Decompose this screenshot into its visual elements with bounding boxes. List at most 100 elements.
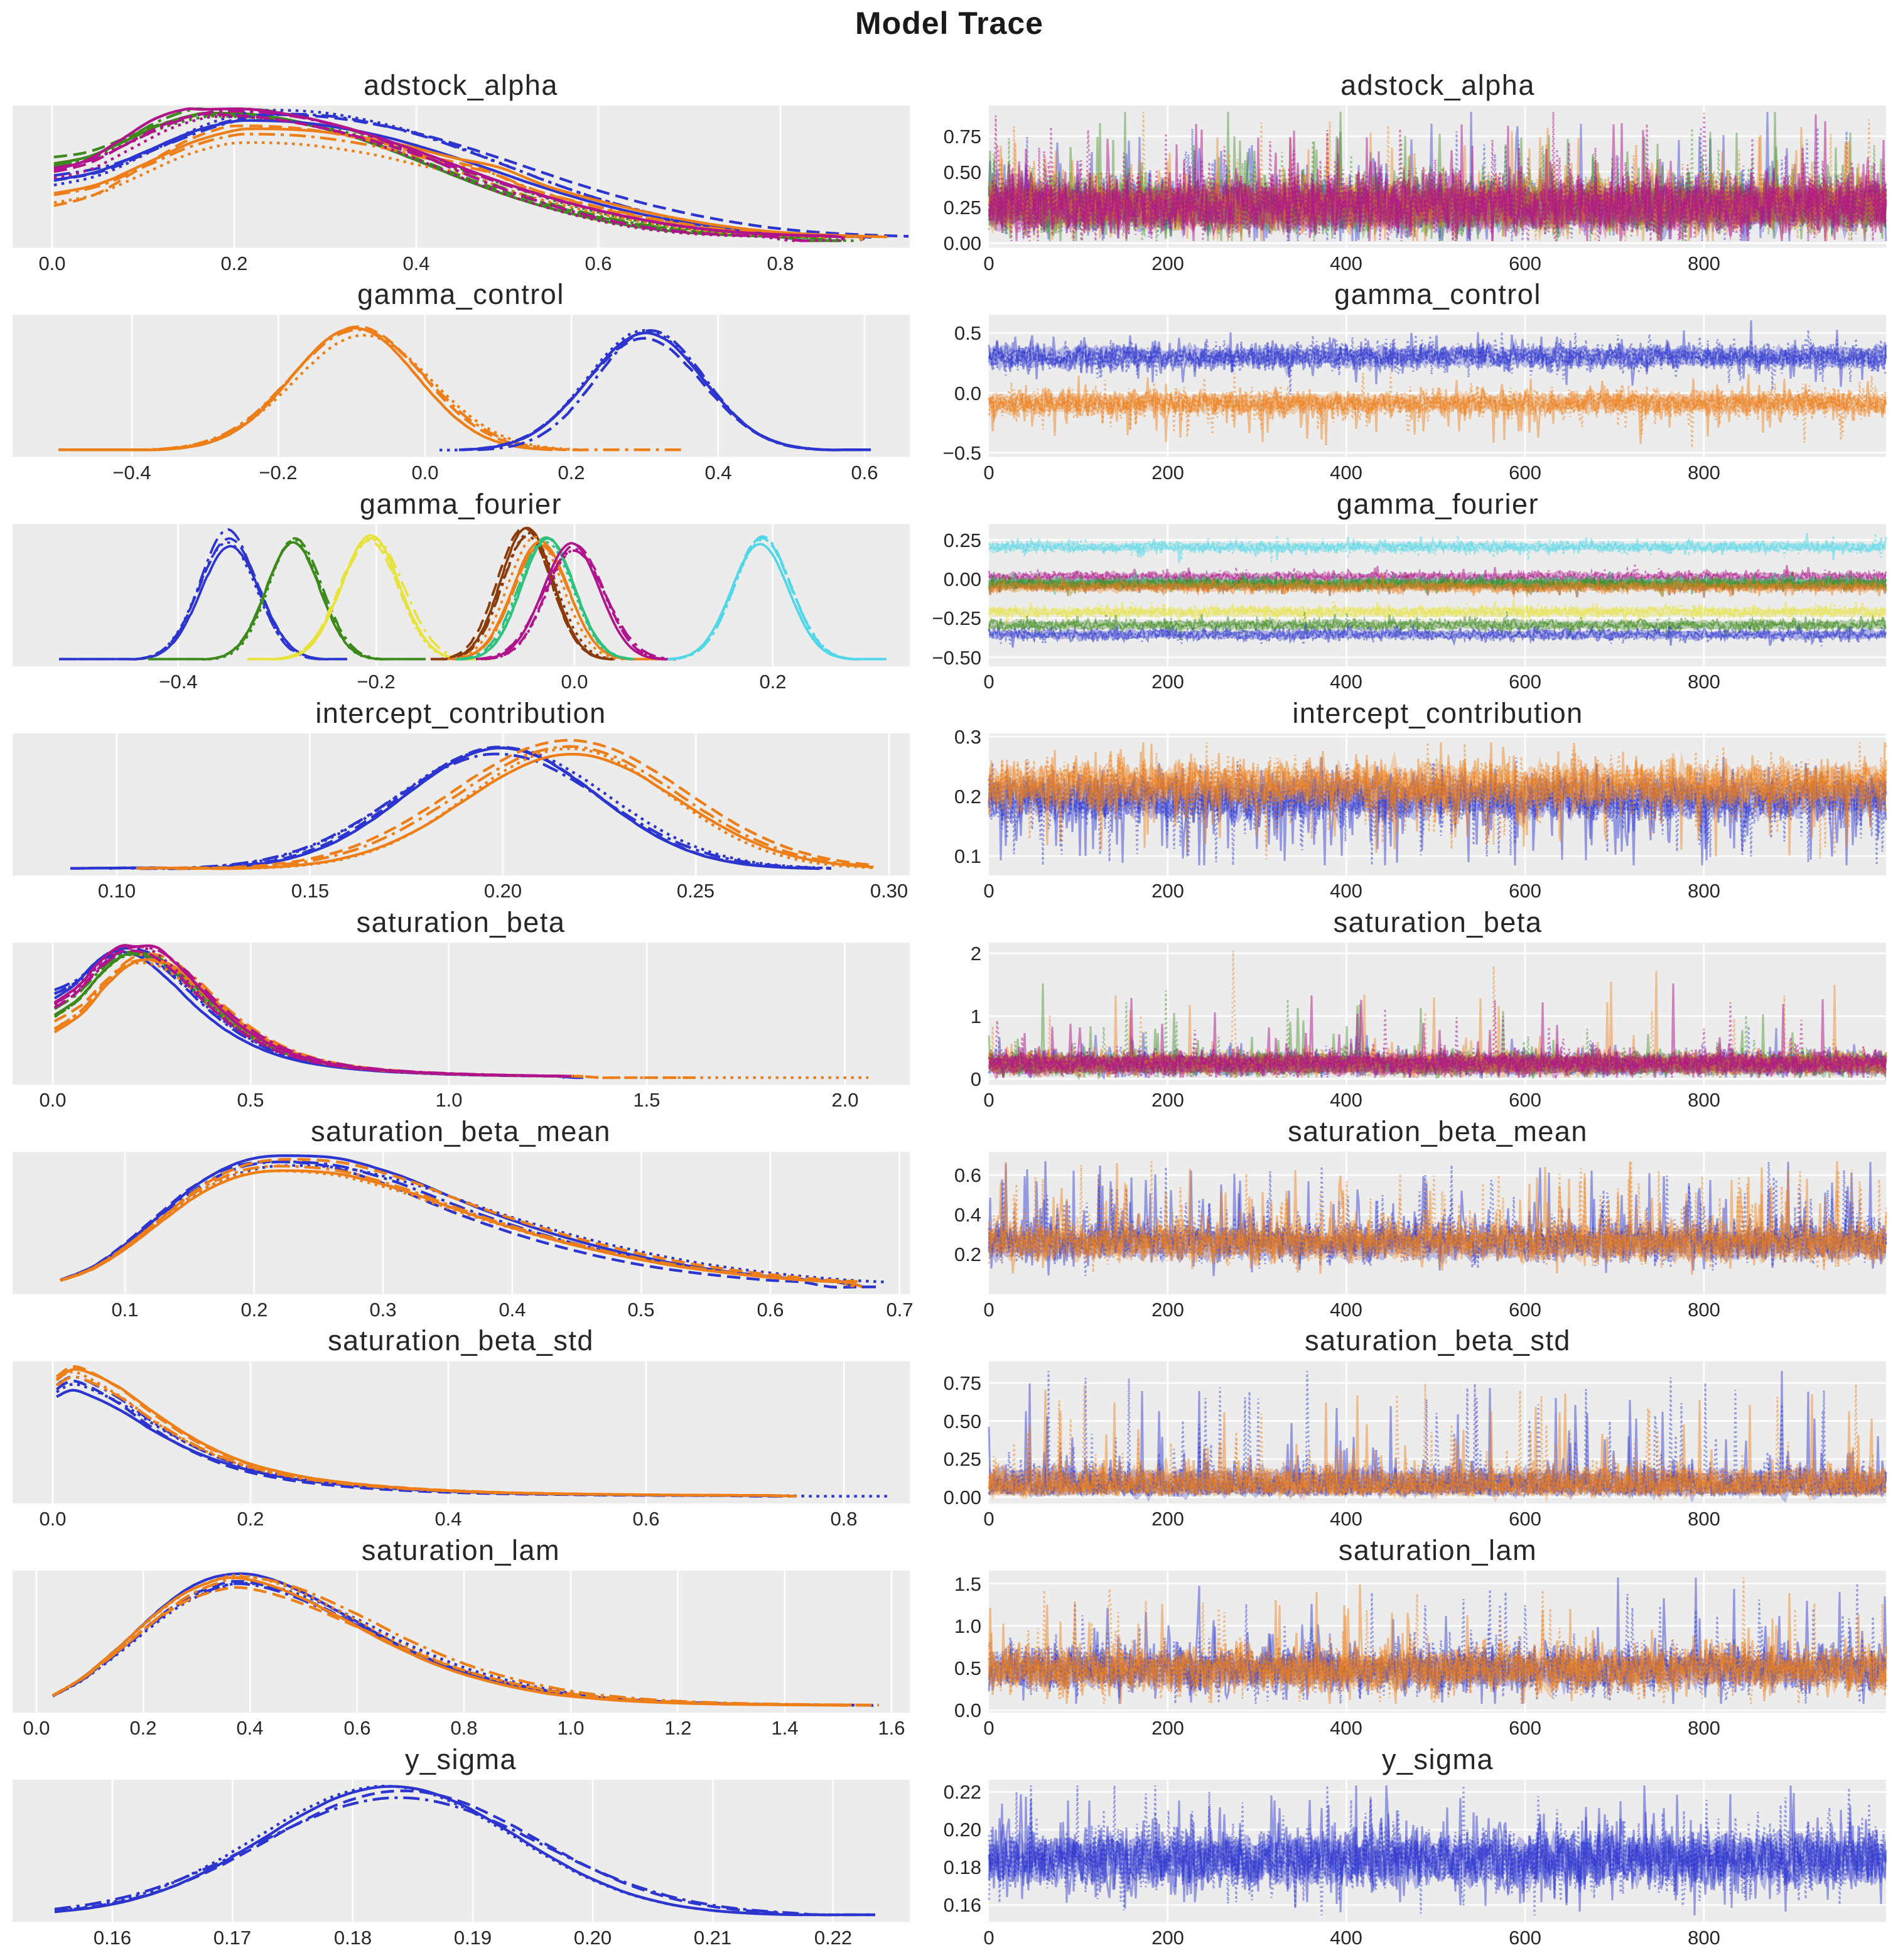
svg-text:−0.50: −0.50 — [932, 647, 981, 669]
svg-text:0: 0 — [983, 1299, 994, 1321]
svg-text:2.0: 2.0 — [831, 1089, 858, 1111]
svg-text:200: 200 — [1151, 1089, 1184, 1111]
svg-text:0.2: 0.2 — [759, 671, 786, 693]
svg-text:0.00: 0.00 — [944, 568, 981, 590]
svg-text:0.5: 0.5 — [954, 322, 981, 344]
svg-text:800: 800 — [1688, 462, 1720, 484]
svg-text:400: 400 — [1330, 880, 1362, 902]
svg-text:200: 200 — [1151, 1927, 1184, 1949]
svg-text:gamma_fourier: gamma_fourier — [360, 488, 562, 520]
svg-text:400: 400 — [1330, 1717, 1362, 1739]
svg-text:600: 600 — [1509, 462, 1541, 484]
svg-text:400: 400 — [1330, 252, 1362, 274]
svg-text:0.0: 0.0 — [411, 462, 438, 484]
svg-text:1.5: 1.5 — [633, 1089, 660, 1111]
svg-text:1.6: 1.6 — [878, 1717, 905, 1739]
svg-text:gamma_control: gamma_control — [357, 278, 564, 310]
svg-text:0.0: 0.0 — [39, 1089, 66, 1111]
svg-text:gamma_control: gamma_control — [1334, 278, 1541, 310]
svg-text:800: 800 — [1688, 880, 1720, 902]
svg-text:200: 200 — [1151, 880, 1184, 902]
svg-text:0: 0 — [983, 252, 994, 274]
svg-text:0.4: 0.4 — [402, 252, 429, 274]
svg-text:0.18: 0.18 — [334, 1927, 372, 1949]
svg-text:0.22: 0.22 — [814, 1927, 852, 1949]
svg-text:0.5: 0.5 — [237, 1089, 264, 1111]
svg-text:0.20: 0.20 — [574, 1927, 612, 1949]
svg-text:0.75: 0.75 — [944, 126, 981, 148]
svg-text:adstock_alpha: adstock_alpha — [1340, 69, 1535, 101]
svg-text:0.00: 0.00 — [944, 232, 981, 254]
svg-text:0: 0 — [983, 1927, 994, 1949]
svg-text:1.2: 1.2 — [664, 1717, 691, 1739]
svg-text:0.3: 0.3 — [954, 726, 981, 748]
svg-text:0.10: 0.10 — [98, 880, 136, 902]
svg-text:200: 200 — [1151, 462, 1184, 484]
svg-text:0.2: 0.2 — [129, 1717, 156, 1739]
svg-text:800: 800 — [1688, 252, 1720, 274]
svg-text:200: 200 — [1151, 1717, 1184, 1739]
svg-text:−0.4: −0.4 — [112, 462, 151, 484]
svg-text:0.25: 0.25 — [944, 1448, 981, 1470]
svg-text:y_sigma: y_sigma — [1382, 1743, 1494, 1775]
svg-text:0: 0 — [983, 671, 994, 693]
svg-text:0.2: 0.2 — [954, 786, 981, 808]
svg-text:0: 0 — [983, 1508, 994, 1530]
svg-text:1: 1 — [971, 1005, 981, 1027]
svg-text:0.2: 0.2 — [240, 1299, 267, 1321]
svg-text:600: 600 — [1509, 1299, 1541, 1321]
svg-text:saturation_beta_mean: saturation_beta_mean — [311, 1115, 611, 1147]
svg-text:0.00: 0.00 — [944, 1486, 981, 1508]
svg-text:0.6: 0.6 — [757, 1299, 784, 1321]
svg-text:0.0: 0.0 — [561, 671, 588, 693]
svg-text:0.22: 0.22 — [944, 1781, 981, 1803]
svg-text:0.4: 0.4 — [704, 462, 731, 484]
svg-text:800: 800 — [1688, 1089, 1720, 1111]
svg-text:0.21: 0.21 — [694, 1927, 731, 1949]
svg-text:0.6: 0.6 — [632, 1508, 659, 1530]
svg-text:−0.4: −0.4 — [159, 671, 197, 693]
svg-text:200: 200 — [1151, 1299, 1184, 1321]
svg-text:400: 400 — [1330, 462, 1362, 484]
svg-text:0: 0 — [971, 1068, 981, 1090]
svg-text:0.0: 0.0 — [954, 382, 981, 404]
svg-text:intercept_contribution: intercept_contribution — [1292, 697, 1583, 729]
svg-text:−0.2: −0.2 — [357, 671, 395, 693]
svg-text:0.4: 0.4 — [954, 1204, 981, 1226]
svg-text:400: 400 — [1330, 1927, 1362, 1949]
svg-text:0.0: 0.0 — [38, 252, 65, 274]
svg-text:600: 600 — [1509, 1089, 1541, 1111]
svg-text:600: 600 — [1509, 880, 1541, 902]
svg-text:800: 800 — [1688, 1927, 1720, 1949]
svg-text:0.6: 0.6 — [343, 1717, 370, 1739]
svg-text:200: 200 — [1151, 1508, 1184, 1530]
svg-text:2: 2 — [971, 943, 981, 965]
svg-text:0.20: 0.20 — [944, 1819, 981, 1841]
svg-text:0.25: 0.25 — [677, 880, 714, 902]
svg-text:0.6: 0.6 — [954, 1164, 981, 1186]
svg-text:200: 200 — [1151, 252, 1184, 274]
svg-text:800: 800 — [1688, 1299, 1720, 1321]
svg-text:1.0: 1.0 — [954, 1615, 981, 1637]
svg-text:0.15: 0.15 — [291, 880, 329, 902]
svg-text:y_sigma: y_sigma — [405, 1743, 517, 1775]
svg-text:0.0: 0.0 — [954, 1699, 981, 1721]
svg-text:adstock_alpha: adstock_alpha — [364, 69, 558, 101]
svg-text:saturation_lam: saturation_lam — [362, 1534, 560, 1566]
svg-text:intercept_contribution: intercept_contribution — [315, 697, 606, 729]
svg-text:saturation_beta_std: saturation_beta_std — [328, 1324, 594, 1356]
svg-text:0.4: 0.4 — [434, 1508, 461, 1530]
svg-text:0.16: 0.16 — [94, 1927, 131, 1949]
svg-text:saturation_lam: saturation_lam — [1339, 1534, 1537, 1566]
svg-text:0: 0 — [983, 462, 994, 484]
svg-text:0.30: 0.30 — [870, 880, 908, 902]
svg-text:0.5: 0.5 — [627, 1299, 654, 1321]
svg-text:200: 200 — [1151, 671, 1184, 693]
svg-text:0.7: 0.7 — [886, 1299, 913, 1321]
svg-text:400: 400 — [1330, 1299, 1362, 1321]
svg-text:0.16: 0.16 — [944, 1894, 981, 1916]
svg-text:gamma_fourier: gamma_fourier — [1337, 488, 1539, 520]
svg-text:0.2: 0.2 — [237, 1508, 264, 1530]
svg-text:600: 600 — [1509, 671, 1541, 693]
svg-text:0.4: 0.4 — [236, 1717, 263, 1739]
